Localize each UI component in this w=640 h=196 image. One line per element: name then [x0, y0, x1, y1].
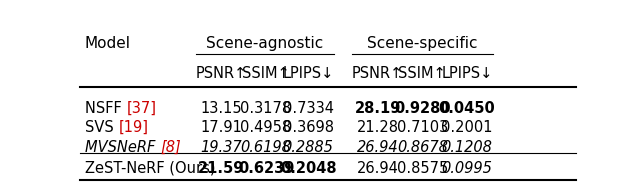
Text: [19]: [19] [118, 120, 148, 135]
Text: 0.1208: 0.1208 [442, 140, 492, 155]
Text: 0.2885: 0.2885 [283, 140, 333, 155]
Text: 0.6239: 0.6239 [238, 161, 294, 176]
Text: 0.3178: 0.3178 [241, 101, 292, 115]
Text: SVS: SVS [85, 120, 118, 135]
Text: 28.19: 28.19 [355, 101, 401, 115]
Text: 26.94: 26.94 [356, 140, 399, 155]
Text: NSFF: NSFF [85, 101, 126, 115]
Text: 0.8678: 0.8678 [397, 140, 447, 155]
Text: 21.28: 21.28 [356, 120, 399, 135]
Text: 0.6198: 0.6198 [241, 140, 291, 155]
Text: LPIPS↓: LPIPS↓ [441, 66, 493, 81]
Text: 0.2001: 0.2001 [441, 120, 493, 135]
Text: 0.3698: 0.3698 [283, 120, 333, 135]
Text: PSNR↑: PSNR↑ [352, 66, 403, 81]
Text: 0.4958: 0.4958 [241, 120, 292, 135]
Text: Scene-specific: Scene-specific [367, 36, 477, 51]
Text: 0.0995: 0.0995 [442, 161, 492, 176]
Text: ZeST-NeRF (Ours): ZeST-NeRF (Ours) [85, 161, 216, 176]
Text: 0.0450: 0.0450 [438, 101, 495, 115]
Text: LPIPS↓: LPIPS↓ [282, 66, 334, 81]
Text: Model: Model [85, 36, 131, 51]
Text: PSNR↑: PSNR↑ [196, 66, 247, 81]
Text: 0.7334: 0.7334 [283, 101, 333, 115]
Text: 21.59: 21.59 [198, 161, 244, 176]
Text: 13.15: 13.15 [200, 101, 242, 115]
Text: [8]: [8] [160, 140, 180, 155]
Text: 0.8575: 0.8575 [397, 161, 448, 176]
Text: SSIM↑: SSIM↑ [398, 66, 446, 81]
Text: 19.37: 19.37 [200, 140, 242, 155]
Text: [37]: [37] [126, 101, 156, 115]
Text: 0.7103: 0.7103 [397, 120, 448, 135]
Text: SSIM↑: SSIM↑ [242, 66, 290, 81]
Text: 0.9280: 0.9280 [394, 101, 451, 115]
Text: 26.94: 26.94 [356, 161, 399, 176]
Text: Scene-agnostic: Scene-agnostic [206, 36, 323, 51]
Text: MVSNeRF: MVSNeRF [85, 140, 160, 155]
Text: 0.2048: 0.2048 [280, 161, 337, 176]
Text: 17.91: 17.91 [200, 120, 243, 135]
